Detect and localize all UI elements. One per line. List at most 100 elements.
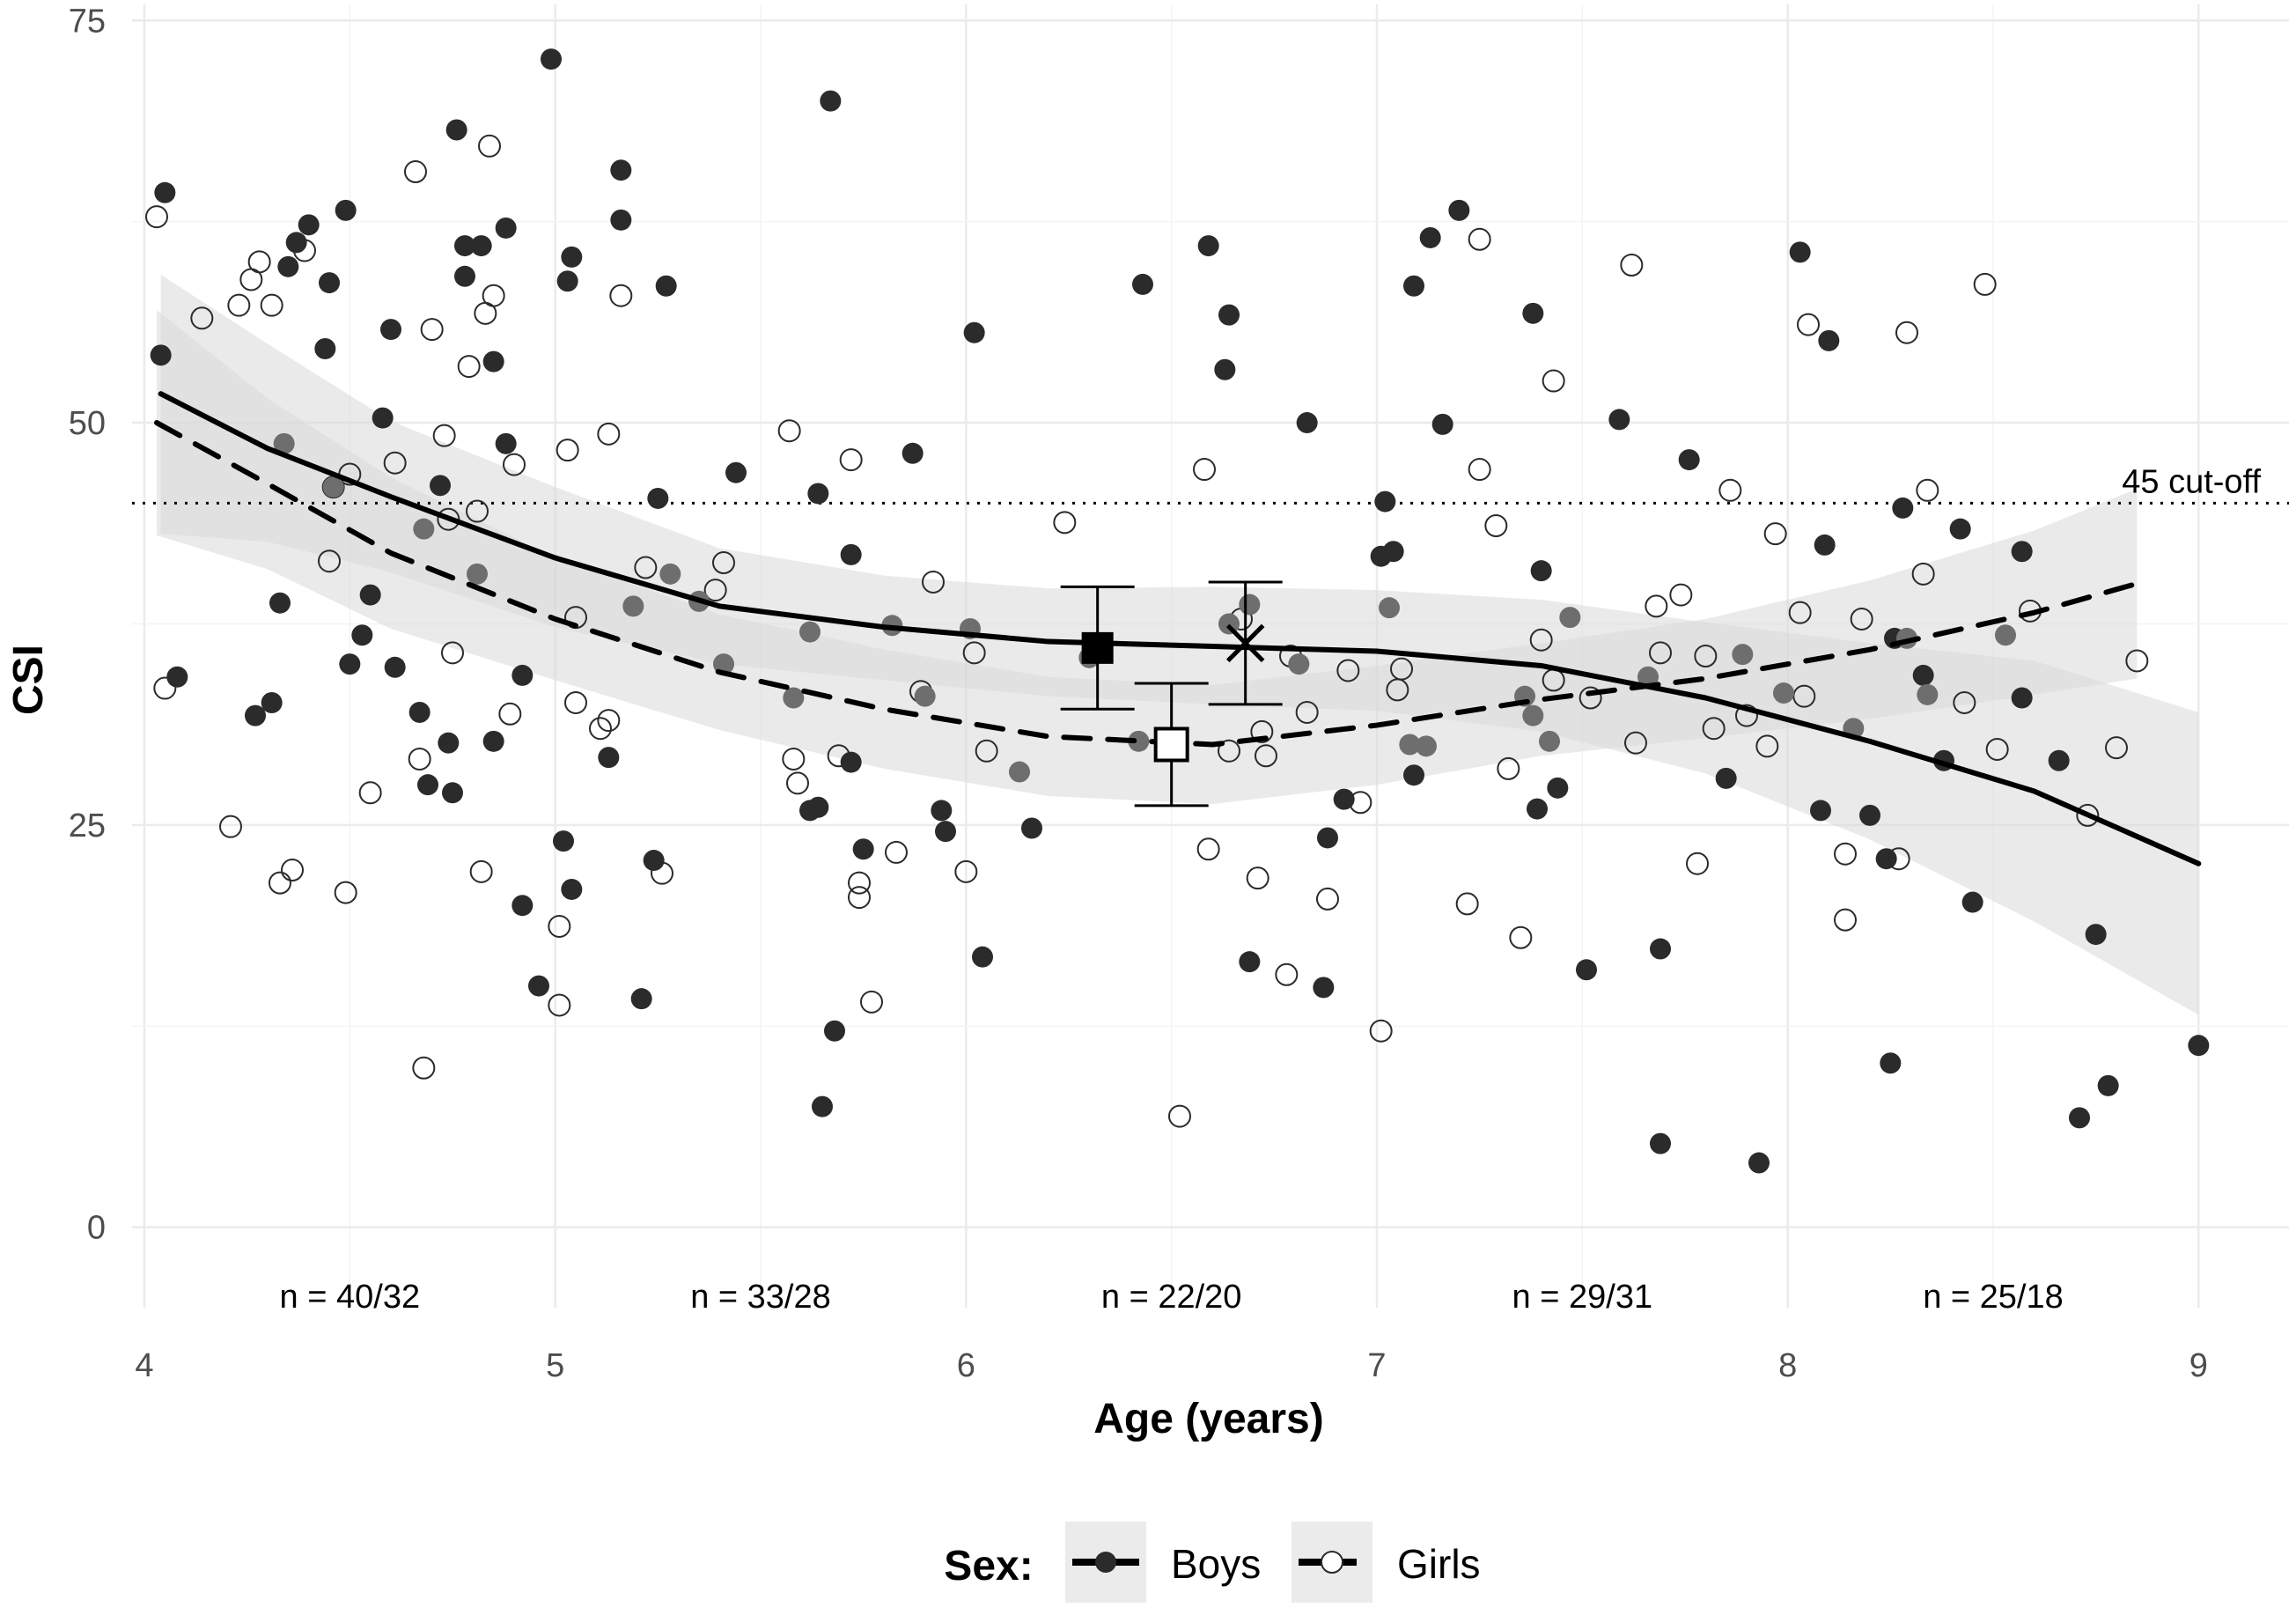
point-boys	[1021, 817, 1042, 839]
point-boys	[1218, 304, 1240, 326]
point-girls	[848, 871, 871, 895]
point-boys	[935, 821, 956, 843]
point-girls	[1620, 254, 1644, 277]
point-girls	[1559, 607, 1581, 629]
point-boys	[2097, 1074, 2119, 1096]
point-girls	[1788, 601, 1812, 624]
point-girls	[962, 641, 986, 665]
point-boys	[1403, 275, 1424, 297]
point-girls	[848, 886, 871, 910]
point-boys	[1789, 241, 1811, 263]
point-boys	[269, 592, 291, 614]
point-girls	[1917, 683, 1939, 705]
point-girls	[1973, 272, 1997, 296]
point-boys	[438, 732, 460, 754]
point-girls	[1755, 734, 1779, 758]
point-boys	[372, 407, 394, 429]
point-girls	[1732, 644, 1754, 666]
point-girls	[1911, 562, 1935, 586]
point-girls	[498, 702, 522, 726]
point-girls	[408, 747, 431, 771]
point-boys	[298, 214, 320, 236]
point-girls	[1834, 908, 1857, 932]
point-boys	[380, 319, 401, 341]
point-girls	[839, 448, 863, 472]
point-girls	[975, 739, 998, 763]
point-boys	[454, 265, 475, 287]
point-boys	[1296, 412, 1318, 434]
point-boys	[384, 656, 406, 678]
point-girls	[219, 815, 242, 838]
point-boys	[725, 461, 747, 483]
point-girls	[1246, 866, 1269, 890]
data-points	[145, 48, 2210, 1174]
axis-ticks: 4 5 6 7 8 9 0 25 50 75	[69, 3, 2208, 1384]
x-tick-label: 8	[1778, 1347, 1797, 1384]
point-boys	[561, 246, 583, 268]
point-girls	[597, 422, 621, 446]
point-boys	[963, 321, 985, 343]
point-boys	[1818, 329, 1840, 351]
point-girls	[556, 439, 579, 462]
point-girls	[1735, 704, 1758, 727]
point-boys	[1522, 302, 1544, 324]
point-girls	[2076, 803, 2100, 827]
point-girls	[1193, 458, 1216, 482]
point-girls	[1128, 730, 1150, 752]
point-girls	[777, 419, 801, 443]
point-boys	[1527, 798, 1548, 820]
point-girls	[1850, 607, 1873, 631]
trend-line-boys	[158, 391, 2202, 866]
point-boys	[931, 800, 953, 822]
point-boys	[285, 232, 307, 254]
point-boys	[430, 475, 451, 497]
point-girls	[1797, 313, 1820, 336]
legend-title: Sex:	[944, 1543, 1033, 1589]
point-boys	[812, 1095, 833, 1117]
point-girls	[227, 293, 251, 317]
point-girls	[564, 690, 587, 714]
point-boys	[1810, 800, 1831, 822]
point-boys	[647, 487, 669, 509]
point-boys	[655, 275, 677, 297]
point-girls	[1316, 887, 1339, 911]
point-boys	[1313, 977, 1335, 999]
point-boys	[807, 796, 829, 818]
point-boys	[319, 272, 340, 294]
point-boys	[1875, 848, 1897, 870]
point-boys	[2188, 1035, 2210, 1057]
mean-marker-girls	[1153, 726, 1189, 763]
point-girls	[634, 556, 658, 579]
point-girls	[651, 861, 673, 885]
point-girls	[703, 579, 727, 602]
point-girls	[1887, 847, 1910, 871]
point-boys	[482, 730, 504, 752]
point-boys	[154, 181, 176, 203]
point-girls	[466, 499, 489, 523]
point-girls	[273, 432, 295, 454]
point-boys	[1132, 273, 1153, 295]
point-boys	[528, 975, 549, 997]
point-girls	[482, 284, 505, 307]
point-boys	[2011, 687, 2033, 709]
point-girls	[322, 476, 344, 498]
sample-size-label: n = 25/18	[1923, 1279, 2064, 1316]
point-girls	[383, 451, 407, 475]
point-girls	[145, 205, 168, 229]
x-tick-label: 9	[2189, 1347, 2208, 1384]
point-girls	[260, 293, 283, 317]
point-girls	[1669, 583, 1693, 607]
mean-markers	[1060, 580, 1283, 808]
point-girls	[413, 518, 435, 540]
x-tick-label: 6	[957, 1347, 975, 1384]
point-boys	[1650, 938, 1671, 960]
point-girls	[1379, 597, 1400, 619]
point-girls	[1239, 594, 1261, 616]
point-girls	[782, 747, 806, 771]
legend-label-boys: Boys	[1171, 1541, 1261, 1587]
point-girls	[1390, 657, 1413, 681]
point-girls	[441, 641, 464, 665]
point-boys	[1678, 449, 1700, 471]
point-boys	[277, 255, 299, 277]
point-girls	[1288, 653, 1310, 675]
